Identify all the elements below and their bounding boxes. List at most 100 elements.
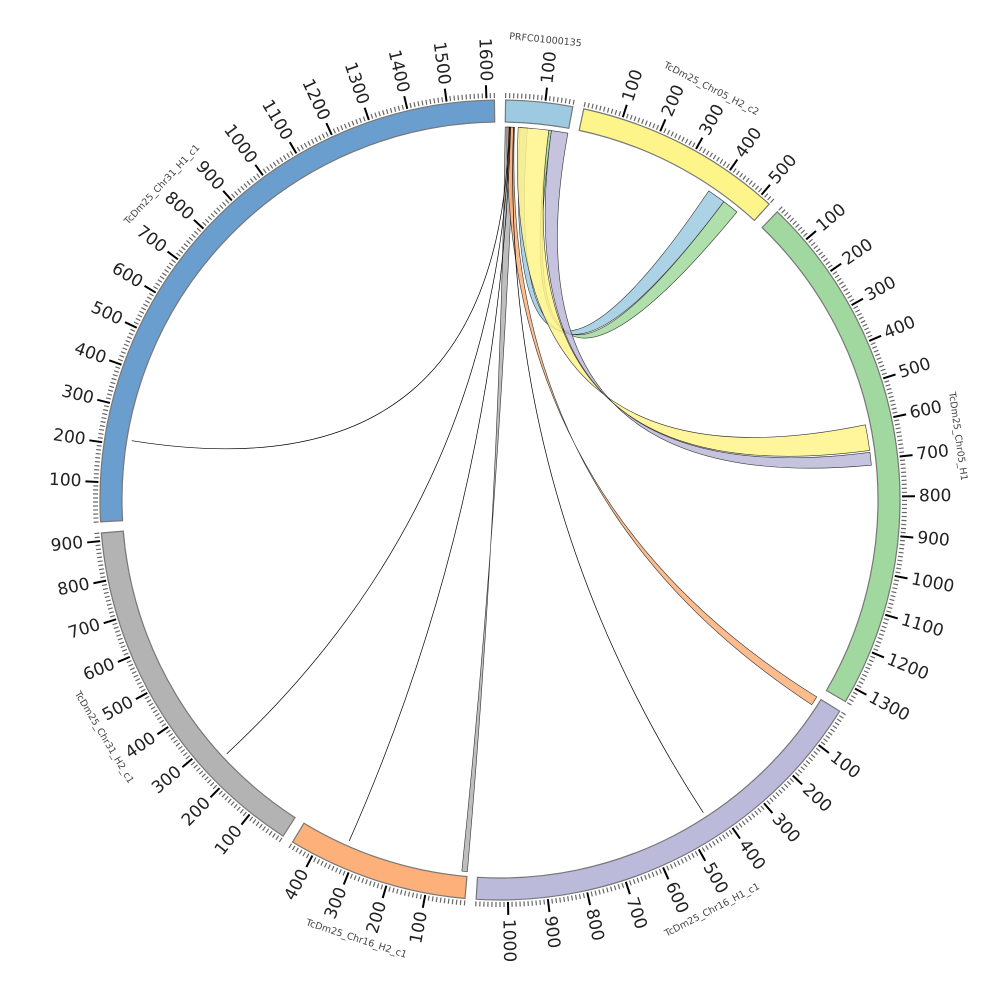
minor-tick <box>198 770 204 775</box>
minor-tick <box>401 104 404 110</box>
minor-tick <box>97 560 103 563</box>
major-tick <box>697 848 707 862</box>
ideogram-TcDm25_Chr31_H1_c1[interactable] <box>99 99 496 523</box>
minor-tick <box>443 898 446 904</box>
minor-tick <box>102 412 108 416</box>
minor-tick <box>112 622 118 626</box>
minor-tick <box>754 810 759 816</box>
minor-tick <box>715 838 720 844</box>
minor-tick <box>269 163 274 169</box>
minor-tick <box>193 764 198 769</box>
minor-tick <box>343 123 347 129</box>
major-tick <box>209 787 221 799</box>
tick-label: 300 <box>862 272 900 305</box>
link-ribbon[interactable] <box>461 126 515 872</box>
minor-tick <box>209 781 215 787</box>
tick-label: 100 <box>826 748 864 784</box>
link-line[interactable] <box>226 127 511 755</box>
minor-tick <box>96 552 102 555</box>
minor-tick <box>786 214 792 220</box>
minor-tick <box>582 893 585 899</box>
minor-tick <box>858 316 864 320</box>
minor-tick <box>886 387 892 391</box>
minor-tick <box>882 621 888 625</box>
minor-tick <box>818 251 824 256</box>
minor-tick <box>894 423 900 426</box>
major-tick <box>144 284 157 294</box>
minor-tick <box>825 734 831 739</box>
tick-label: 1200 <box>297 76 333 124</box>
minor-tick <box>374 112 378 118</box>
minor-tick <box>764 193 769 198</box>
minor-tick <box>708 843 713 848</box>
major-tick <box>544 87 548 101</box>
minor-tick <box>751 182 756 188</box>
tick-label: 1300 <box>340 60 373 107</box>
minor-tick <box>887 606 893 609</box>
ideogram-TcDm25_Chr31_H2_c1[interactable] <box>100 530 296 837</box>
minor-tick <box>96 444 102 447</box>
minor-tick <box>873 349 879 353</box>
minor-tick <box>196 227 202 233</box>
minor-tick <box>109 614 116 618</box>
minor-tick <box>429 98 432 105</box>
minor-tick <box>739 172 744 178</box>
minor-tick <box>841 284 847 289</box>
tick-label: 1000 <box>498 919 519 963</box>
minor-tick <box>567 896 570 902</box>
ideogram-layer <box>99 99 901 901</box>
major-tick <box>288 141 298 154</box>
minor-tick <box>892 587 898 590</box>
minor-tick <box>389 107 393 114</box>
minor-tick <box>186 240 191 245</box>
minor-tick <box>180 246 186 251</box>
ideogram-TcDm25_Chr16_H1_c1[interactable] <box>475 698 841 901</box>
minor-tick <box>111 377 117 381</box>
minor-tick <box>276 159 280 165</box>
ideogram-TcDm25_Chr05_H2_c2[interactable] <box>578 108 771 222</box>
link-line[interactable] <box>131 127 510 450</box>
link-line[interactable] <box>512 127 704 813</box>
minor-tick <box>718 836 723 842</box>
minor-tick <box>621 882 625 888</box>
minor-tick <box>666 129 671 135</box>
tick-label: 300 <box>59 381 95 408</box>
minor-tick <box>870 342 876 346</box>
ideogram-TcDm25_Chr05_H1[interactable] <box>761 210 901 703</box>
link-ribbon[interactable] <box>506 126 818 706</box>
minor-tick <box>810 754 816 759</box>
minor-tick <box>295 847 299 853</box>
minor-tick <box>669 863 674 869</box>
link-ribbon[interactable] <box>544 130 872 469</box>
minor-tick <box>551 898 554 904</box>
major-tick <box>363 107 370 121</box>
minor-tick <box>231 193 236 199</box>
minor-tick <box>191 233 196 239</box>
minor-tick <box>899 543 905 546</box>
minor-tick <box>234 191 239 196</box>
minor-tick <box>125 339 131 343</box>
link-line[interactable] <box>348 127 511 842</box>
ideogram-TcDm25_Chr16_H2_c1[interactable] <box>291 822 468 900</box>
minor-tick <box>113 626 119 630</box>
minor-tick <box>400 889 403 895</box>
minor-tick <box>655 870 659 876</box>
minor-tick <box>815 747 821 752</box>
minor-tick <box>845 291 851 296</box>
minor-tick <box>451 899 454 905</box>
tick-label: 1000 <box>219 121 261 168</box>
segment-name-label: TcDm25_Chr05_H1 <box>946 390 969 481</box>
minor-tick <box>716 156 720 162</box>
minor-tick <box>137 314 143 318</box>
minor-tick <box>609 886 613 892</box>
minor-tick <box>827 731 833 736</box>
minor-tick <box>606 107 610 113</box>
minor-tick <box>435 896 438 903</box>
link-ribbon[interactable] <box>517 127 871 457</box>
minor-tick <box>99 428 105 431</box>
minor-tick <box>896 435 903 438</box>
major-tick <box>805 230 817 241</box>
minor-tick <box>314 137 318 143</box>
ideogram-PRFC01000135[interactable] <box>504 99 574 130</box>
